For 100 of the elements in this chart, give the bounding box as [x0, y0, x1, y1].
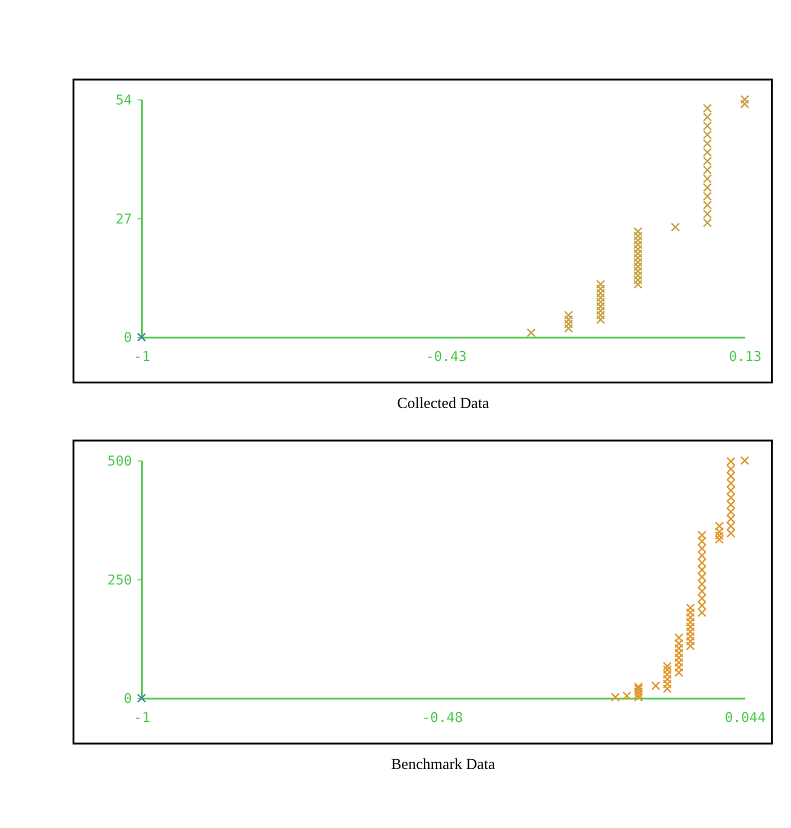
- point: [697, 594, 706, 603]
- point: [674, 668, 684, 678]
- x-tick-label: 0.13: [728, 349, 762, 366]
- point: [596, 310, 606, 320]
- point: [697, 530, 706, 540]
- point: [662, 674, 672, 684]
- point: [726, 493, 736, 502]
- point: [702, 209, 712, 218]
- y-tick-label: 0: [124, 330, 132, 346]
- point: [634, 692, 643, 702]
- point: [596, 315, 606, 324]
- text: Benchmark Data: [391, 756, 496, 773]
- point: [726, 522, 736, 531]
- point: [726, 478, 736, 488]
- point: [702, 165, 712, 174]
- y-tick-label: 0: [124, 691, 132, 708]
- point: [697, 551, 706, 560]
- point: [714, 534, 724, 544]
- point: [702, 104, 712, 113]
- point: [633, 262, 642, 272]
- point: [686, 618, 695, 627]
- point: [633, 280, 642, 289]
- point: [651, 681, 660, 690]
- point: [726, 507, 736, 516]
- point: [674, 644, 684, 653]
- point: [662, 662, 672, 671]
- point: [633, 258, 642, 267]
- point: [714, 522, 724, 531]
- point: [726, 514, 736, 524]
- point: [702, 200, 712, 210]
- point: [726, 464, 736, 474]
- point: [740, 456, 750, 466]
- point: [697, 608, 706, 618]
- x-tick-label: -1: [134, 349, 150, 366]
- point: [633, 266, 642, 276]
- point: [674, 639, 684, 648]
- point: [697, 580, 706, 589]
- point: [136, 694, 146, 703]
- point: [702, 182, 712, 192]
- point: [714, 527, 724, 536]
- point: [526, 328, 536, 338]
- point: [686, 641, 695, 650]
- point: [697, 558, 706, 568]
- point: [702, 156, 712, 166]
- point: [714, 531, 724, 540]
- point: [686, 603, 695, 612]
- point: [662, 684, 672, 694]
- point: [564, 310, 574, 320]
- y-tick-label: 500: [107, 454, 132, 470]
- point: [633, 240, 642, 250]
- point: [697, 565, 706, 574]
- y-tick-label: 54: [116, 92, 132, 108]
- point: [702, 218, 712, 228]
- point: [564, 315, 574, 324]
- point: [596, 297, 606, 306]
- point: [662, 665, 672, 674]
- point: [633, 271, 642, 280]
- point: [596, 293, 606, 302]
- y-tick-label: 250: [107, 572, 132, 588]
- point: [634, 684, 643, 694]
- x-tick-label: -0.48: [422, 710, 463, 726]
- point: [633, 275, 642, 284]
- point: [662, 670, 672, 679]
- point: [622, 691, 632, 700]
- point: [596, 284, 606, 294]
- point: [702, 138, 712, 148]
- point: [674, 662, 684, 672]
- point: [726, 528, 736, 538]
- point: [702, 130, 712, 140]
- point: [702, 174, 712, 184]
- point: [702, 148, 712, 157]
- point: [686, 632, 695, 641]
- point: [674, 658, 684, 668]
- point: [633, 231, 642, 240]
- point: [674, 653, 684, 662]
- point: [136, 332, 146, 342]
- y-tick-label: 27: [116, 211, 132, 228]
- point: [697, 572, 706, 582]
- point: [697, 600, 706, 610]
- point: [726, 500, 736, 510]
- point: [633, 249, 642, 258]
- point: [674, 633, 684, 642]
- point: [686, 636, 695, 646]
- point: [686, 622, 695, 632]
- point: [596, 306, 606, 316]
- point: [633, 227, 642, 236]
- point: [670, 222, 680, 232]
- point: [697, 536, 706, 546]
- point: [596, 302, 606, 311]
- point: [686, 612, 695, 622]
- point: [596, 288, 606, 298]
- point: [702, 112, 712, 122]
- point: [697, 586, 706, 596]
- point: [726, 486, 736, 495]
- x-tick-label: -1: [134, 710, 150, 726]
- point: [633, 244, 642, 254]
- text: Collected Data: [397, 394, 490, 412]
- point: [633, 253, 642, 262]
- point: [634, 690, 643, 699]
- point: [726, 472, 736, 481]
